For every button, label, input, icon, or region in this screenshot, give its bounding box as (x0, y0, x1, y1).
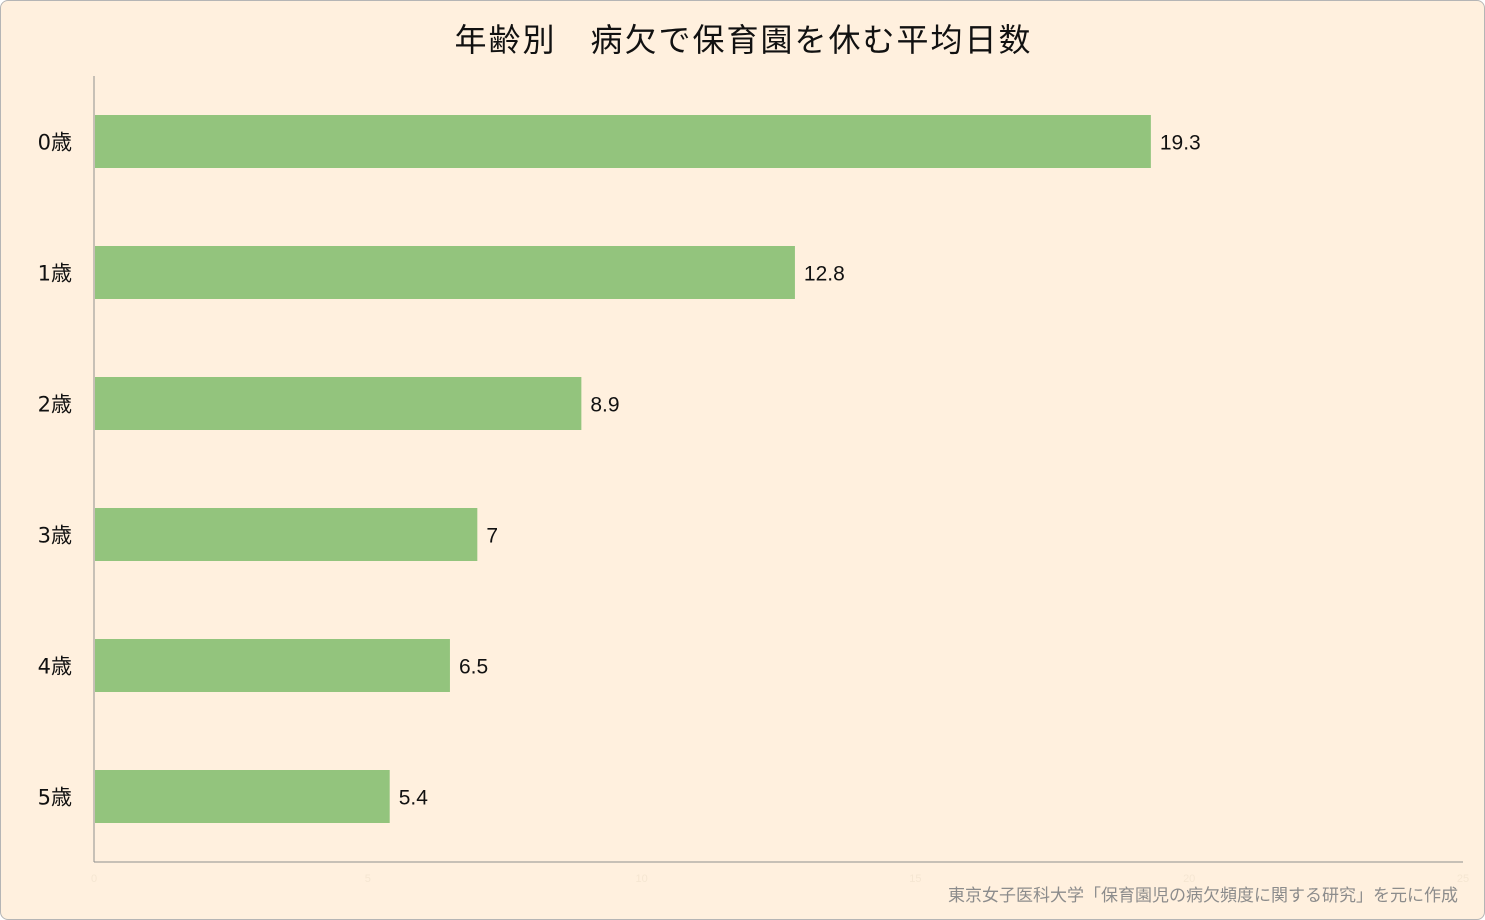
source-note: 東京女子医科大学「保育園児の病欠頻度に関する研究」を元に作成 (948, 886, 1458, 906)
data-label: 6.5 (459, 656, 488, 679)
bar (95, 639, 450, 692)
data-label: 7 (486, 525, 498, 548)
bar (95, 508, 478, 561)
chart-title: 年齢別 病欠で保育園を休む平均日数 (454, 21, 1033, 59)
x-tick-label: 25 (1457, 873, 1469, 885)
y-tick-label: 1歳 (38, 262, 72, 286)
y-tick-label: 0歳 (38, 131, 72, 155)
bar (95, 770, 390, 823)
bar (95, 115, 1151, 168)
x-tick-label: 20 (1183, 873, 1195, 885)
y-tick-label: 3歳 (38, 524, 72, 548)
data-label: 5.4 (399, 787, 429, 810)
y-tick-label: 2歳 (38, 393, 72, 417)
x-tick-label: 10 (635, 873, 647, 885)
x-tick-label: 0 (91, 873, 97, 885)
bar (95, 246, 795, 299)
y-tick-label: 4歳 (38, 655, 72, 679)
data-label: 12.8 (804, 263, 845, 286)
x-tick-label: 15 (909, 873, 921, 885)
data-label: 8.9 (590, 394, 619, 417)
y-tick-label: 5歳 (38, 786, 72, 810)
x-tick-label: 5 (365, 873, 371, 885)
bar (95, 377, 582, 430)
data-label: 19.3 (1160, 132, 1201, 155)
